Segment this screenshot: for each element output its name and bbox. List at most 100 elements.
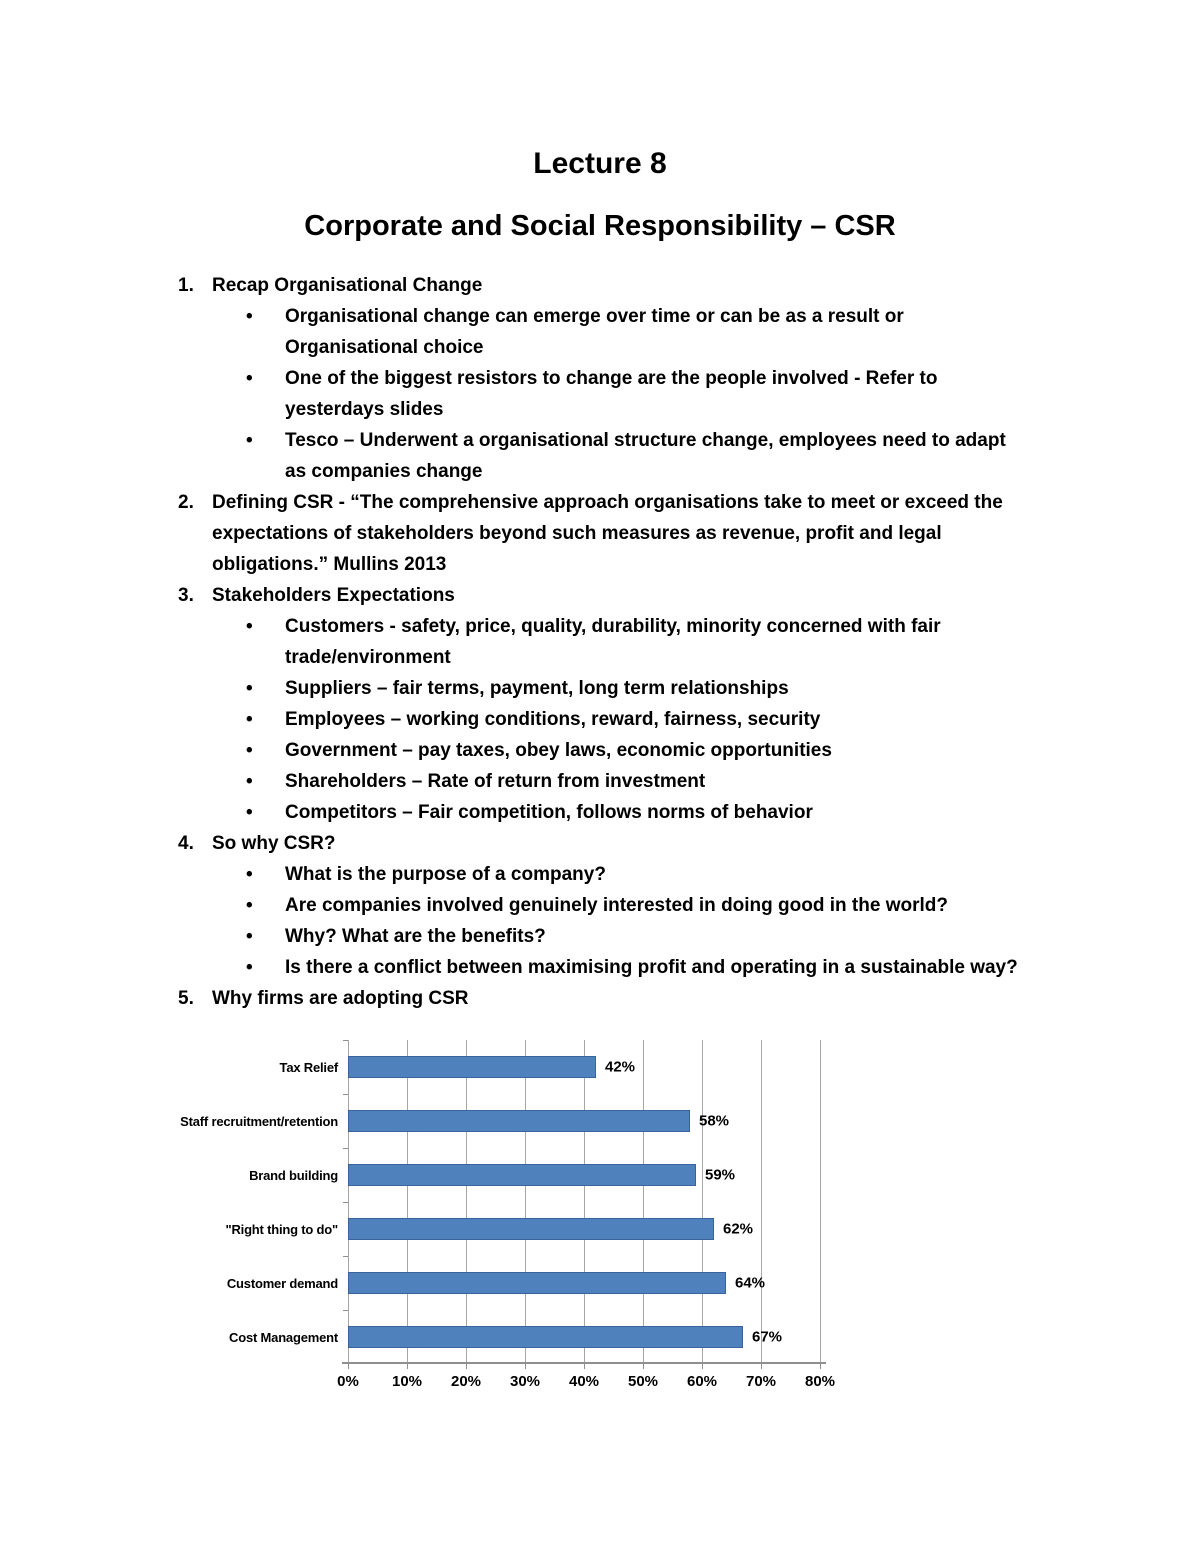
bullet-line: • Competitors – Fair competition, follows… xyxy=(178,797,1200,828)
bullet-icon xyxy=(246,642,285,673)
bullet-indent xyxy=(178,859,246,890)
x-axis-line xyxy=(342,1362,826,1364)
x-axis-tick xyxy=(584,1364,585,1369)
bullet-indent xyxy=(178,890,246,921)
x-axis-tick-label: 0% xyxy=(337,1373,359,1390)
bullet-line: trade/environment xyxy=(178,642,1200,673)
x-axis-tick-label: 50% xyxy=(627,1373,659,1390)
bar-track: 62% xyxy=(348,1218,820,1240)
bar xyxy=(348,1218,714,1240)
list-item-number: 5. xyxy=(178,988,194,1009)
bar-track: 42% xyxy=(348,1056,820,1078)
bullet-indent xyxy=(178,425,246,456)
y-axis-tick xyxy=(343,1256,348,1257)
category-label: Customer demand xyxy=(226,1275,338,1291)
bullet-text: Why? What are the benefits? xyxy=(285,926,546,947)
chart-row: "Right thing to do" 62% xyxy=(176,1202,1036,1256)
category-label: "Right thing to do" xyxy=(225,1221,339,1237)
bullet-indent xyxy=(178,797,246,828)
x-axis-tick-label: 70% xyxy=(745,1373,777,1390)
gridline xyxy=(407,1040,408,1364)
bullet-indent xyxy=(178,363,246,394)
y-axis-tick xyxy=(343,1148,348,1149)
bullet-line: • One of the biggest resistors to change … xyxy=(178,363,1200,394)
gridline xyxy=(584,1040,585,1364)
bullet-line: • Tesco – Underwent a organisational stru… xyxy=(178,425,1200,456)
bullet-indent xyxy=(178,766,246,797)
bullet-icon: • xyxy=(246,926,253,947)
bullet-line: • Shareholders – Rate of return from inve… xyxy=(178,766,1200,797)
bullet-indent xyxy=(178,704,246,735)
bullet-icon xyxy=(246,332,285,363)
list-item: 1. Recap Organisational Change • Organisati… xyxy=(178,270,1200,487)
category-label: Staff recruitment/retention xyxy=(180,1113,338,1129)
x-axis-tick xyxy=(702,1364,703,1369)
bullet-indent xyxy=(178,301,246,332)
bullet-text: Are companies involved genuinely interes… xyxy=(285,895,948,916)
bar xyxy=(348,1110,690,1132)
bullet-text: Suppliers – fair terms, payment, long te… xyxy=(285,678,789,699)
bar-value-label: 42% xyxy=(605,1058,636,1076)
list-item: 2. Defining CSR - “The comprehensive appr… xyxy=(178,487,1200,580)
x-axis-tick xyxy=(525,1364,526,1369)
bar-value-label: 59% xyxy=(705,1166,736,1184)
x-axis-tick-label: 60% xyxy=(686,1373,718,1390)
category-label: Cost Management xyxy=(229,1329,338,1345)
y-axis-tick xyxy=(343,1202,348,1203)
list-item-line: expectations of stakeholders beyond such… xyxy=(178,518,1200,549)
bullet-line: • Organisational change can emerge over t… xyxy=(178,301,1200,332)
bullet-icon: • xyxy=(246,802,253,823)
chart-row: Tax Relief 42% xyxy=(176,1040,1036,1094)
list-item-text: Defining CSR - “The comprehensive approa… xyxy=(212,492,1003,513)
bullet-icon xyxy=(246,456,285,487)
bar-track: 59% xyxy=(348,1164,820,1186)
bullet-indent xyxy=(178,642,246,673)
x-axis-tick xyxy=(407,1364,408,1369)
list-item-text: Recap Organisational Change xyxy=(212,275,483,296)
page-subtitle: Corporate and Social Responsibility – CS… xyxy=(304,210,896,242)
bullet-line: • Why? What are the benefits? xyxy=(178,921,1200,952)
bullet-icon: • xyxy=(246,430,253,451)
bullet-text: trade/environment xyxy=(285,647,451,668)
x-axis-tick xyxy=(820,1364,821,1369)
page-title: Lecture 8 xyxy=(533,147,667,180)
bullet-line: • Government – pay taxes, obey laws, econ… xyxy=(178,735,1200,766)
chart-row: Customer demand 64% xyxy=(176,1256,1036,1310)
list-item-text: So why CSR? xyxy=(212,833,336,854)
list-item-line: 5. Why firms are adopting CSR xyxy=(178,983,1200,1014)
bullet-indent xyxy=(178,921,246,952)
bullet-line: • Are companies involved genuinely intere… xyxy=(178,890,1200,921)
bullet-text: yesterdays slides xyxy=(285,399,444,420)
x-axis-tick xyxy=(761,1364,762,1369)
bullet-text: What is the purpose of a company? xyxy=(285,864,606,885)
bullet-indent xyxy=(178,394,246,425)
bar-track: 64% xyxy=(348,1272,820,1294)
bullet-icon: • xyxy=(246,368,253,389)
gridline xyxy=(525,1040,526,1364)
bar-value-label: 64% xyxy=(735,1274,766,1292)
bullet-text: Employees – working conditions, reward, … xyxy=(285,709,821,730)
bar xyxy=(348,1056,596,1078)
bullet-text: Government – pay taxes, obey laws, econo… xyxy=(285,740,832,761)
bar xyxy=(348,1272,726,1294)
bullet-line: yesterdays slides xyxy=(178,394,1200,425)
bar xyxy=(348,1326,743,1348)
bullet-indent xyxy=(178,735,246,766)
chart-row: Brand building 59% xyxy=(176,1148,1036,1202)
bullet-icon: • xyxy=(246,771,253,792)
category-label: Tax Relief xyxy=(279,1059,339,1075)
bullet-text: Shareholders – Rate of return from inves… xyxy=(285,771,706,792)
chart-plot-area xyxy=(342,1040,826,1369)
x-axis-tick-label: 20% xyxy=(450,1373,482,1390)
chart-row: Cost Management 67% xyxy=(176,1310,1036,1364)
bullet-line: • What is the purpose of a company? xyxy=(178,859,1200,890)
x-axis-tick xyxy=(348,1364,349,1369)
list-item-line: 4. So why CSR? xyxy=(178,828,1200,859)
list-item-text: Stakeholders Expectations xyxy=(212,585,455,606)
y-axis-tick xyxy=(343,1310,348,1311)
bullet-line: as companies change xyxy=(178,456,1200,487)
bar-track: 58% xyxy=(348,1110,820,1132)
list-item-text: obligations.” Mullins 2013 xyxy=(212,554,447,575)
bullet-text: Is there a conflict between maximising p… xyxy=(285,957,1018,978)
y-axis-tick xyxy=(343,1040,348,1041)
